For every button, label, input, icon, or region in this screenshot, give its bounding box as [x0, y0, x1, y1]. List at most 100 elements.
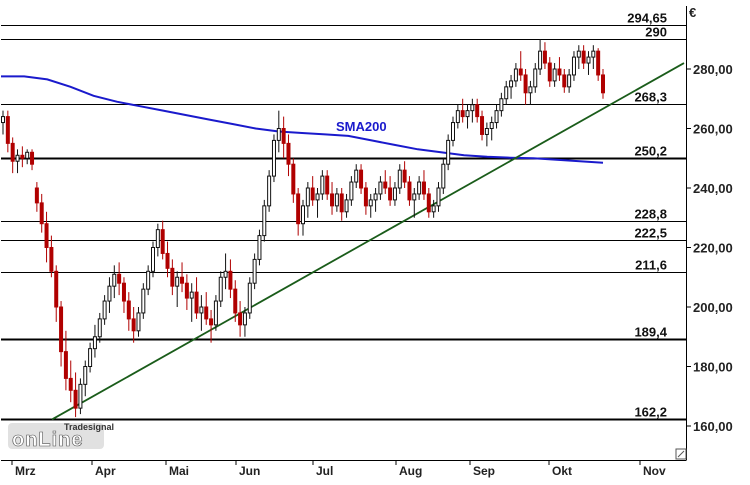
candle: [373, 188, 378, 212]
candle-body: [518, 68, 523, 76]
candle-body: [107, 285, 112, 302]
candle: [131, 307, 136, 343]
candle: [223, 253, 228, 290]
candle: [557, 57, 562, 81]
candle: [5, 110, 10, 153]
candle-body: [344, 199, 349, 213]
candle: [126, 292, 131, 331]
candle-body: [267, 175, 272, 207]
candle-body: [73, 389, 78, 409]
candle: [291, 158, 296, 203]
level-label: 228,8: [634, 207, 667, 222]
candle: [34, 182, 39, 212]
candle-body: [513, 68, 518, 82]
candle: [586, 51, 591, 75]
candle-body: [88, 348, 93, 367]
candle: [523, 69, 528, 105]
candle-body: [397, 169, 402, 189]
candle-body: [184, 282, 189, 299]
candle-body: [576, 50, 581, 58]
candle: [262, 199, 267, 242]
candle-body: [325, 175, 330, 195]
candle: [417, 176, 422, 200]
resize-icon[interactable]: [675, 448, 687, 460]
candle-body: [315, 193, 320, 201]
candle: [141, 283, 146, 319]
candle: [436, 182, 441, 212]
candle: [199, 295, 204, 331]
x-tick-label: Sep: [473, 464, 495, 478]
candle: [117, 262, 122, 296]
candle: [596, 48, 601, 81]
trendline-series: [51, 62, 685, 421]
candle-body: [426, 193, 431, 213]
candle: [475, 98, 480, 123]
candle: [528, 80, 533, 105]
candle-body: [388, 187, 393, 201]
candle-body: [68, 377, 73, 391]
level-label: 222,5: [634, 226, 667, 241]
y-tick-label: 220,00: [693, 241, 733, 256]
candle: [267, 170, 272, 212]
candle-body: [247, 282, 252, 314]
candle-body: [78, 383, 83, 409]
candle: [102, 295, 107, 325]
y-tick-label: 180,00: [693, 360, 733, 375]
candle-body: [286, 142, 291, 165]
candle-body: [509, 80, 514, 88]
candle: [20, 146, 25, 168]
candle-body: [562, 74, 567, 88]
candle: [562, 69, 567, 93]
candle: [547, 57, 552, 87]
candle: [489, 116, 494, 141]
candle-body: [146, 270, 151, 290]
currency-label: €: [689, 5, 696, 20]
candle-body: [368, 199, 373, 207]
candle: [339, 188, 344, 221]
candle-body: [494, 110, 499, 124]
level-label: 211,6: [635, 258, 667, 273]
candle: [310, 176, 315, 206]
candle: [54, 265, 59, 322]
candle-body: [5, 116, 10, 144]
candle-body: [233, 288, 238, 314]
candle: [320, 170, 325, 200]
candle: [175, 271, 180, 307]
candle-body: [175, 276, 180, 287]
candle-body: [63, 351, 68, 379]
candle-body: [54, 270, 59, 308]
candle: [204, 292, 209, 325]
candle: [421, 170, 426, 200]
candle-body: [281, 128, 286, 144]
x-tick-label: Aug: [399, 464, 422, 478]
candle-body: [417, 181, 422, 195]
candle-body: [39, 202, 44, 225]
y-tick-label: 240,00: [693, 181, 733, 196]
x-tick-label: Apr: [95, 464, 116, 478]
candle: [296, 188, 301, 236]
candle-body: [180, 276, 185, 284]
candle-body: [465, 110, 470, 118]
candle: [44, 211, 49, 263]
candle-body: [359, 169, 364, 189]
candle-body: [538, 50, 543, 70]
y-tick-label: 260,00: [693, 122, 733, 137]
candle: [281, 116, 286, 159]
candle: [165, 241, 170, 278]
candle: [538, 39, 543, 75]
candle: [354, 164, 359, 188]
candle: [455, 104, 460, 129]
candle: [359, 164, 364, 194]
candle: [397, 164, 402, 194]
candle-body: [378, 181, 383, 195]
candle-body: [392, 187, 397, 201]
candle-body: [523, 74, 528, 94]
candle: [271, 134, 276, 183]
candle-body: [383, 181, 388, 189]
candle: [412, 188, 417, 218]
candle: [504, 80, 509, 105]
candle-body: [83, 366, 88, 385]
candle-body: [20, 154, 25, 159]
candle-body: [136, 312, 141, 332]
